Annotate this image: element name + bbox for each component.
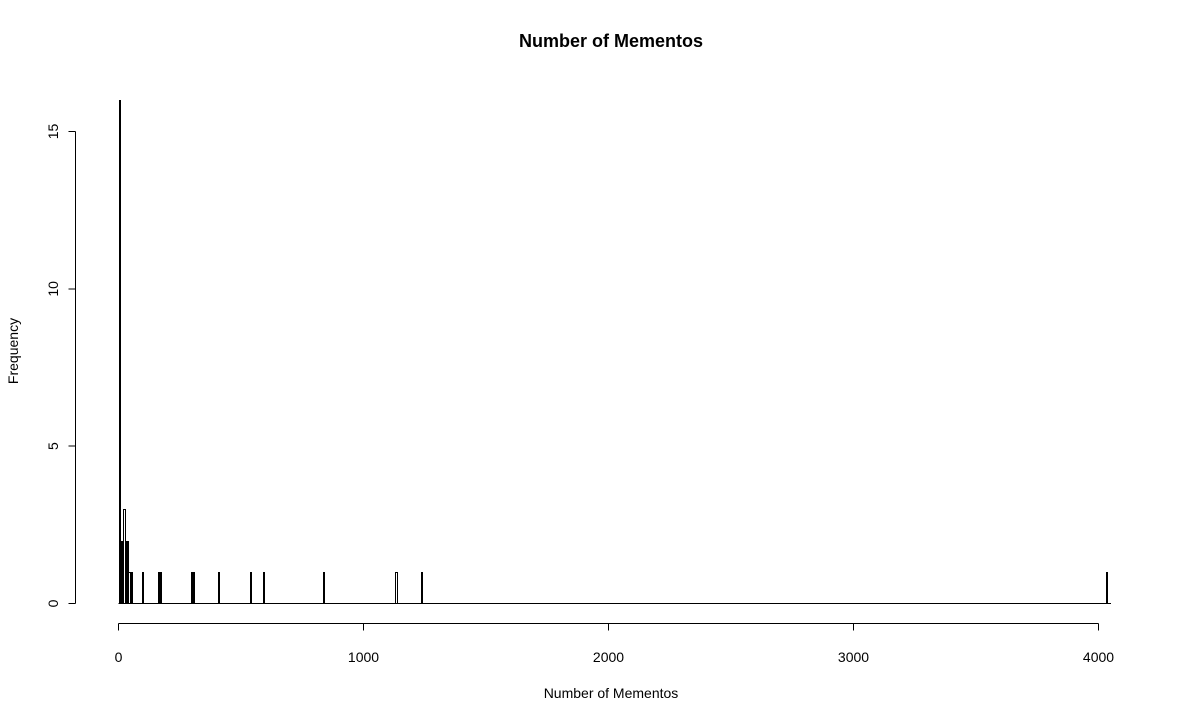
x-axis-label: Number of Mementos [544, 685, 679, 701]
histogram-bar [158, 572, 160, 604]
histogram-bar [191, 572, 193, 604]
histogram-bar [263, 572, 265, 604]
histogram-bar [160, 572, 162, 604]
x-tick-label: 1000 [348, 649, 379, 665]
x-tick-label: 0 [115, 649, 123, 665]
histogram-bar [421, 572, 423, 604]
y-axis-label: Frequency [5, 318, 21, 384]
histogram-bar [1106, 572, 1108, 604]
histogram-bar [119, 100, 121, 604]
histogram-bar [250, 572, 252, 604]
histogram-bar [142, 572, 144, 604]
y-tick-label: 10 [45, 281, 61, 297]
histogram-bar [131, 572, 133, 604]
histogram-bar [193, 572, 195, 604]
y-tick-label: 0 [45, 599, 61, 607]
y-tick-label: 15 [45, 124, 61, 140]
chart-title: Number of Mementos [519, 31, 703, 51]
y-tick-label: 5 [45, 442, 61, 450]
x-tick-label: 3000 [838, 649, 869, 665]
histogram-bar [395, 572, 398, 604]
x-axis: 0 1000 2000 3000 4000 [115, 623, 1114, 665]
x-tick-label: 4000 [1083, 649, 1114, 665]
histogram-bar [218, 572, 220, 604]
y-axis: 0 5 10 15 [45, 124, 76, 607]
histogram-bar [323, 572, 325, 604]
x-tick-label: 2000 [593, 649, 624, 665]
bars-group [118, 100, 1111, 604]
